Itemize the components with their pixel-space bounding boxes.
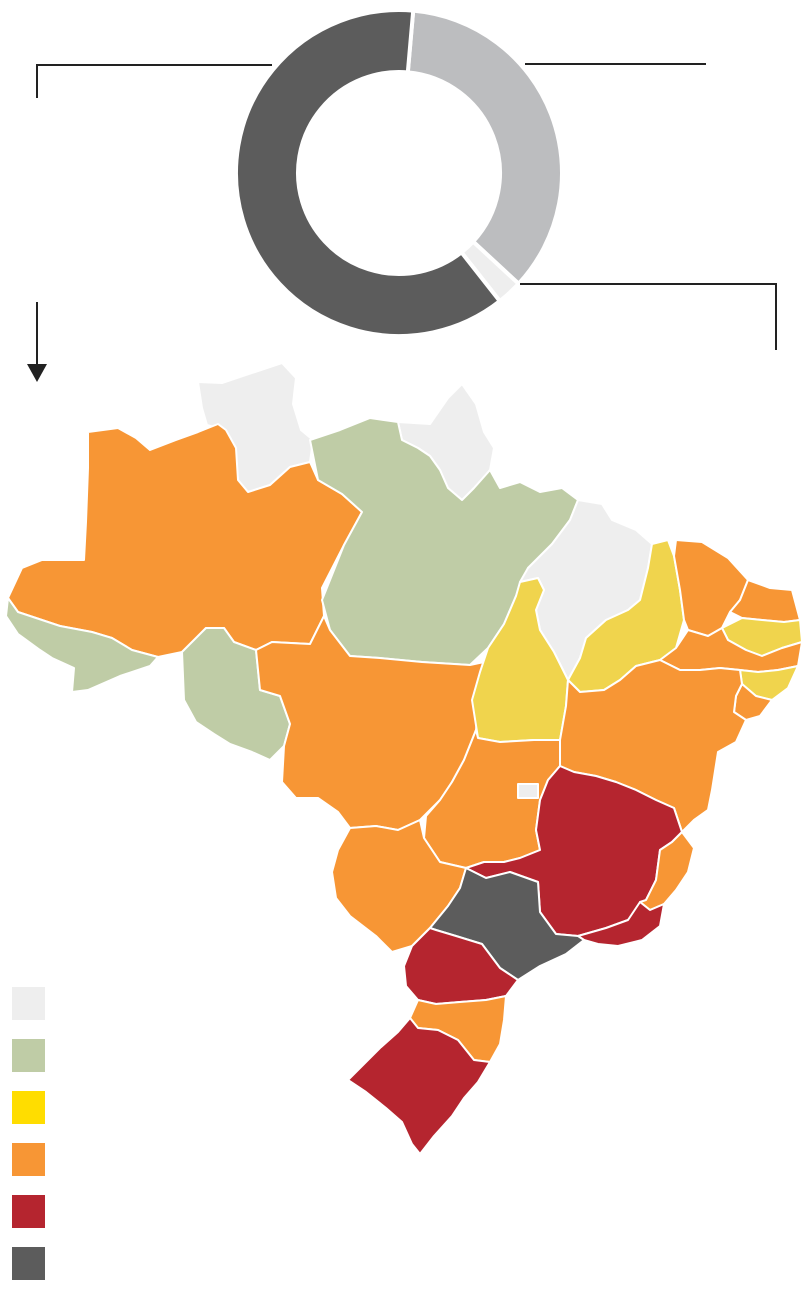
leader-line-left [36, 64, 272, 98]
donut-chart [234, 8, 564, 338]
legend-swatch-red [12, 1195, 45, 1228]
state-distrito-federal [517, 783, 539, 799]
state-espirito-santo [639, 831, 695, 911]
leader-lines [27, 63, 777, 382]
legend-swatch-sage-green [12, 1039, 45, 1072]
arrow-down-icon [27, 364, 47, 382]
legend-swatch-yellow [12, 1091, 45, 1124]
donut-slice-dark-gray [234, 8, 503, 338]
brazil-map [5, 362, 803, 1155]
map-legend [12, 987, 45, 1280]
state-rio-grande-do-sul [347, 1017, 491, 1155]
state-acre [5, 597, 159, 693]
legend-swatch-dark-gray [12, 1247, 45, 1280]
leader-line-bottom-right [520, 283, 777, 350]
legend-swatch-orange [12, 1143, 45, 1176]
donut-slice-mid-gray [405, 8, 564, 287]
legend-swatch-light-gray [12, 987, 45, 1020]
